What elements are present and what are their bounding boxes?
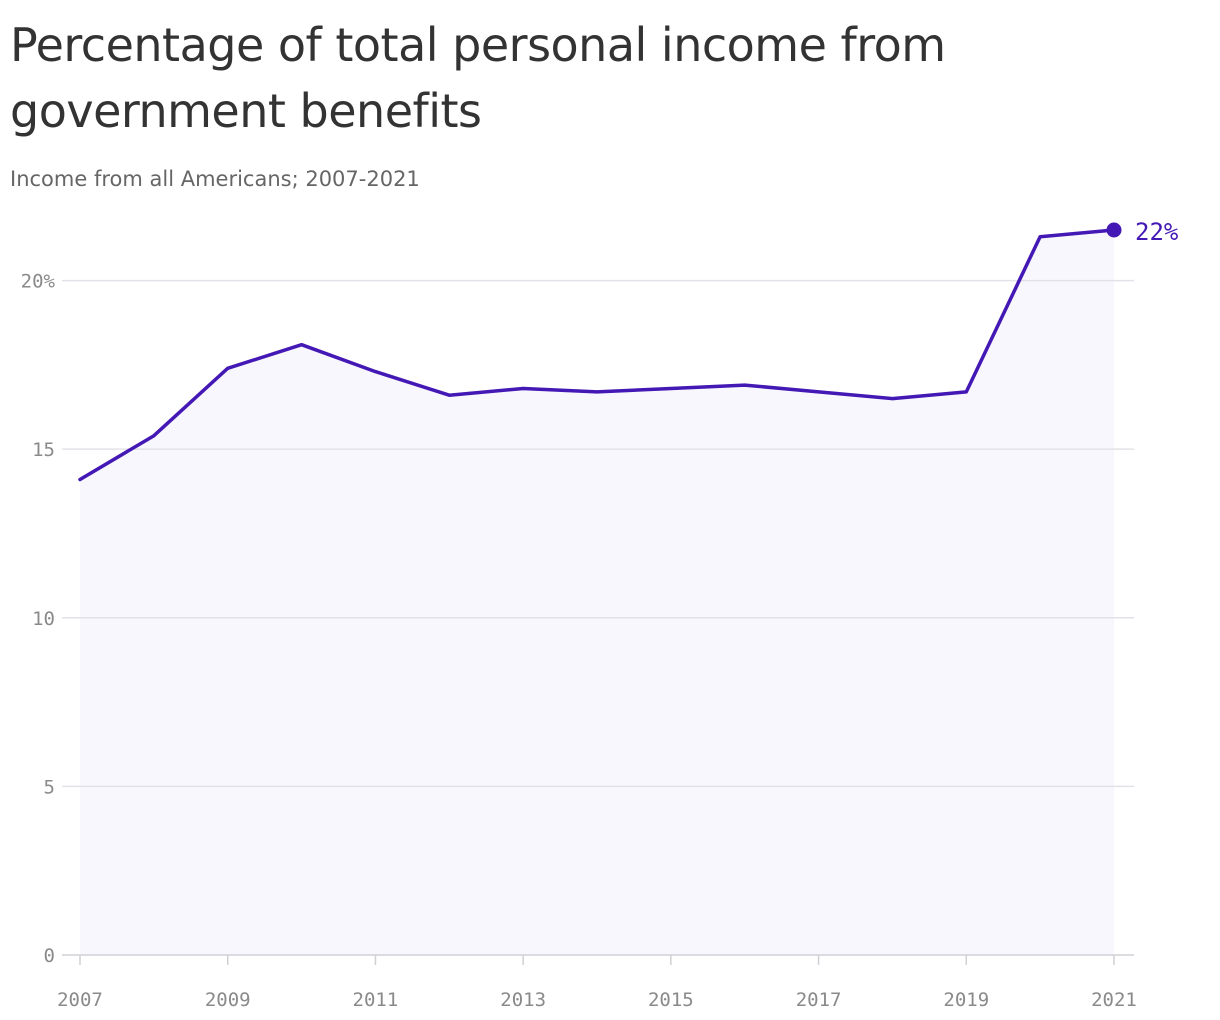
y-tick-label: 0 bbox=[44, 945, 55, 967]
x-tick-label: 2009 bbox=[205, 989, 251, 1011]
y-tick-label: 10 bbox=[32, 608, 55, 630]
y-tick-labels: 0 5 10 15 20% bbox=[21, 271, 56, 967]
series-line bbox=[78, 228, 1116, 482]
x-tick-label: 2007 bbox=[57, 989, 103, 1011]
x-tick-label: 2015 bbox=[648, 989, 694, 1011]
end-annotation: 22% bbox=[1106, 218, 1179, 246]
y-tick-label: 15 bbox=[32, 439, 55, 461]
x-tick-label: 2017 bbox=[796, 989, 842, 1011]
x-tick-label: 2013 bbox=[500, 989, 546, 1011]
chart-title: Percentage of total personal income from… bbox=[10, 18, 946, 138]
x-tick-label: 2021 bbox=[1091, 989, 1137, 1011]
area-fill bbox=[80, 230, 1114, 955]
chart-subtitle: Income from all Americans; 2007-2021 bbox=[10, 167, 420, 191]
data-line-group bbox=[78, 228, 1116, 482]
y-tick-label: 5 bbox=[44, 776, 55, 798]
x-tick-label: 2019 bbox=[943, 989, 989, 1011]
y-tick-label: 20% bbox=[21, 271, 56, 293]
x-tick-label: 2011 bbox=[353, 989, 399, 1011]
chart-area-group bbox=[80, 230, 1114, 955]
x-axis: 2007 2009 2011 2013 2015 2017 2019 2021 bbox=[57, 954, 1137, 1011]
y-gridlines bbox=[62, 279, 1134, 788]
end-value-label: 22% bbox=[1135, 218, 1179, 246]
end-point-marker bbox=[1106, 222, 1122, 238]
